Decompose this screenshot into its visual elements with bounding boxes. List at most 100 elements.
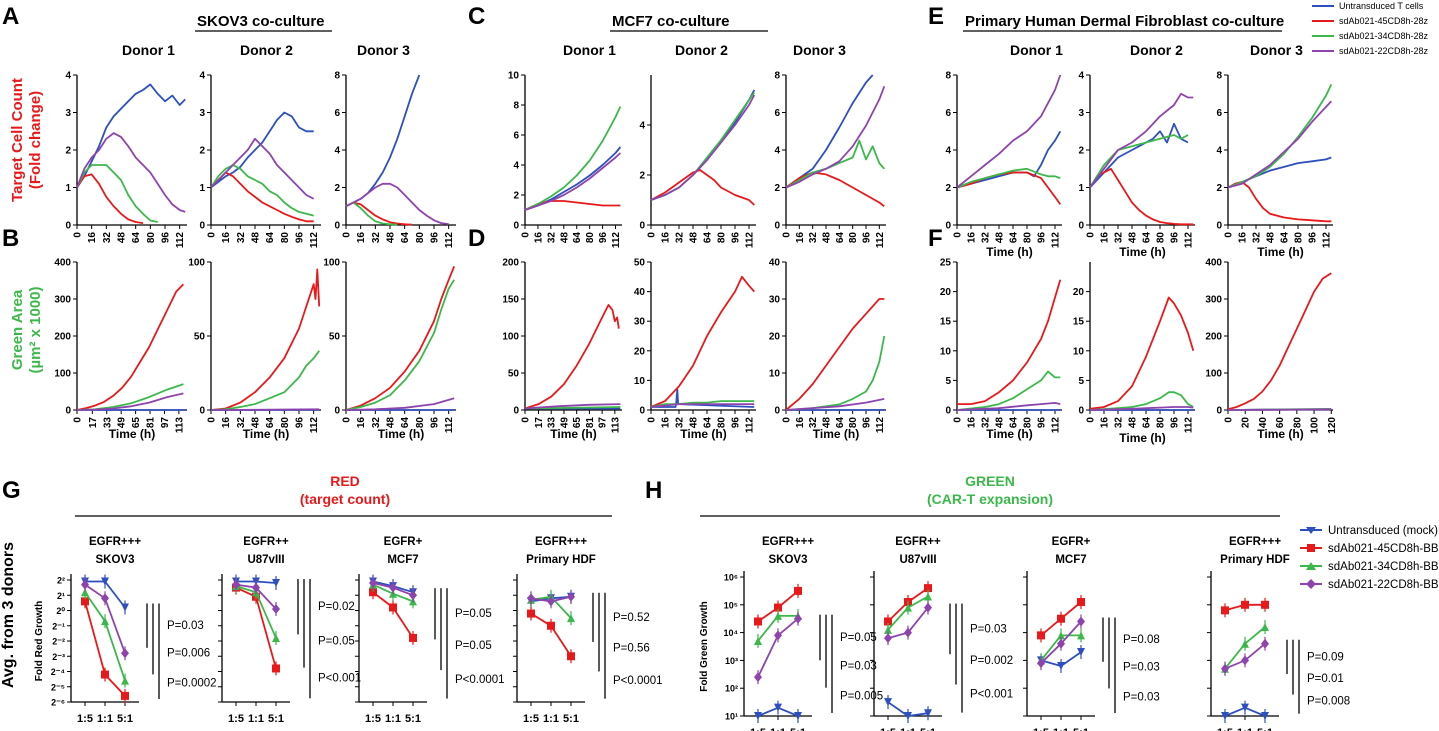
series-line-red	[210, 171, 314, 223]
series-line-green	[956, 167, 1061, 189]
top-legend-label-2: sdAb021-34CD8h-28z	[1339, 31, 1429, 41]
x-tick-label: 1:1	[248, 713, 264, 725]
ratio-title-line1: EGFR++	[243, 536, 289, 548]
y-tick-label: 25	[940, 258, 952, 269]
y-tick-label: 10	[508, 71, 520, 82]
data-point-purple	[369, 578, 377, 589]
series-line-green	[524, 106, 622, 211]
y-tick-label: 50	[508, 369, 520, 380]
e-donor1-title: Donor 1	[1010, 42, 1063, 58]
x-tick-label: 1:5	[523, 713, 539, 725]
ratio-g-1: EGFR+++ SKOV3 2² 2¹ 2⁰ 2⁻¹ 2⁻² 2⁻³ 2⁻⁴ 2⁻⁵ 2⁻⁶ 1:5 1…	[51, 536, 217, 725]
y-tick-label: 10²	[725, 684, 738, 694]
x-tick-label: 64	[572, 232, 583, 244]
series-line-blue	[785, 74, 874, 189]
y-tick-label: 1	[65, 183, 71, 194]
panel-label-g: G	[2, 477, 21, 504]
y-tick-label: 0	[1078, 221, 1084, 232]
x-tick-label: 32	[808, 232, 819, 244]
series-line-purple	[524, 152, 622, 211]
x-tick-label: 80	[848, 232, 859, 244]
y-tick-label: 0	[65, 221, 71, 232]
x-tick-label: 64	[703, 232, 714, 244]
x-tick-label: 96	[1037, 232, 1048, 244]
y-tick-label: 2	[945, 183, 951, 194]
data-point-blue	[1221, 712, 1229, 720]
y-tick-label: 15	[1073, 317, 1085, 328]
y-tick-label: 2⁻³	[52, 652, 65, 662]
data-point-red	[567, 652, 575, 661]
y-tick-label: 20	[940, 287, 952, 298]
p-value: P=0.0002	[167, 677, 217, 689]
a-donor2-title: Donor 2	[240, 42, 293, 58]
bottom-legend-label-1: sdAb021-45CD8h-BBz	[1328, 543, 1439, 555]
x-tick-label: 64	[835, 417, 846, 429]
panel-label-c: C	[468, 3, 485, 30]
bottom-legend-label-0: Untransduced (mock)	[1328, 525, 1438, 537]
p-value: P<0.0001	[613, 675, 663, 687]
p-value: P=0.05	[318, 636, 355, 648]
ratio-title-line2: MCF7	[387, 554, 418, 566]
x-tick-label: 0	[521, 417, 532, 423]
data-point-red	[794, 586, 802, 595]
skov3-title: SKOV3 co-culture	[197, 13, 325, 30]
x-tick-label: 32	[102, 232, 113, 244]
x-tick-label: 16	[87, 232, 98, 244]
h-title-line2: (CAR-T expansion)	[927, 491, 1053, 507]
data-point-purple	[567, 591, 575, 602]
x-tick-label: 5:1	[790, 727, 806, 731]
data-point-green	[272, 633, 280, 642]
data-point-blue	[794, 712, 802, 720]
series-line-green	[785, 139, 885, 189]
x-tick-label: 0	[647, 417, 658, 423]
data-point-red	[547, 621, 555, 630]
x-tick-label: 48	[995, 417, 1006, 429]
series-line-green	[1227, 84, 1333, 189]
series-line-purple	[210, 408, 320, 411]
x-tick-label: 112	[1051, 232, 1062, 249]
y-tick-label: 8	[774, 71, 780, 82]
data-point-purple	[794, 613, 802, 624]
series-line-green	[1089, 391, 1194, 411]
x-tick-label: 5:1	[405, 713, 421, 725]
ratio-title-line2: SKOV3	[769, 554, 808, 566]
panel-label-e: E	[928, 3, 944, 30]
data-point-blue	[272, 579, 280, 588]
x-tick-label: 0	[342, 232, 353, 238]
x-tick-label: 5:1	[117, 713, 133, 725]
y-tick-label: 100	[1205, 369, 1222, 380]
e-donor3-title: Donor 3	[1250, 42, 1303, 58]
data-point-purple	[409, 590, 417, 601]
x-axis-label: Time (h)	[109, 427, 155, 441]
p-value: P=0.002	[970, 655, 1013, 667]
y-tick-label: 6	[334, 108, 340, 119]
x-axis-label-e2: Time (h)	[1119, 245, 1165, 259]
ratio-title-line1: EGFR+++	[1229, 536, 1281, 548]
data-point-green	[101, 617, 109, 626]
x-tick-label: 112	[309, 232, 320, 249]
ratio-ylabel-h: Fold Green Growth	[699, 601, 710, 692]
y-tick-label: 5	[1078, 376, 1084, 387]
data-point-green	[1057, 631, 1065, 640]
x-tick-label: 80	[717, 232, 728, 244]
y-tick-label: 2	[1078, 146, 1084, 157]
ratio-ylabel-text: Fold Green Growth	[699, 601, 710, 692]
series-line-purple	[76, 132, 186, 213]
y-tick-label: 2⁻⁴	[51, 667, 65, 677]
data-point-red	[101, 670, 109, 679]
series-line-purple	[1227, 408, 1332, 411]
x-tick-label: 0	[207, 232, 218, 238]
data-point-red	[409, 633, 417, 642]
x-tick-label: 96	[161, 232, 172, 244]
x-tick-label: 17	[88, 417, 99, 429]
x-tick-label: 64	[400, 417, 411, 429]
panel-label-h: H	[645, 477, 662, 504]
data-point-blue	[774, 703, 782, 712]
data-point-blue	[1057, 661, 1065, 670]
x-tick-label: 16	[356, 417, 367, 429]
